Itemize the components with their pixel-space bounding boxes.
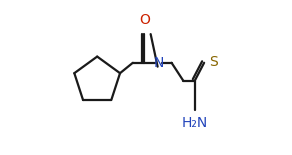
Text: N: N: [153, 56, 164, 70]
Text: S: S: [209, 55, 218, 69]
Text: O: O: [139, 13, 150, 27]
Text: H₂N: H₂N: [182, 116, 208, 130]
